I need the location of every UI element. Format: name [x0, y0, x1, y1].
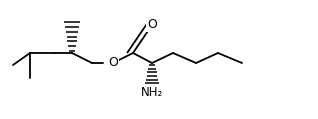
Text: O: O — [147, 18, 157, 32]
Text: NH₂: NH₂ — [141, 87, 163, 99]
Text: O: O — [108, 57, 118, 69]
